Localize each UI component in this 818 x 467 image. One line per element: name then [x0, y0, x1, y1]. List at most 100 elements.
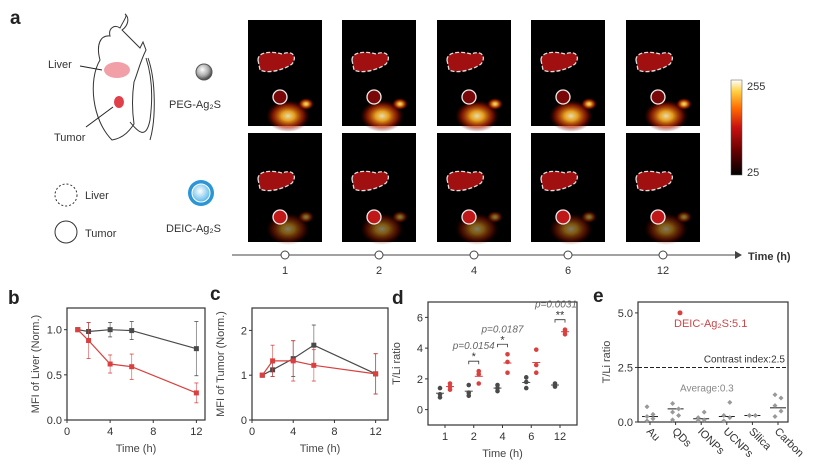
peg-ag2s-particle-icon	[195, 63, 213, 81]
panel-label-c: c	[210, 284, 221, 305]
legend-liver-label: Liver	[85, 190, 109, 202]
data-point-deic	[290, 358, 296, 364]
y-tick-label: 6	[417, 312, 423, 324]
time-point-label: 4	[471, 265, 477, 277]
data-point-peg	[466, 390, 472, 396]
data-point-deic	[86, 338, 92, 344]
tumor-region	[114, 96, 124, 108]
liver-outline	[635, 51, 674, 73]
data-point-deic	[75, 327, 81, 333]
data-point	[670, 400, 676, 406]
liver-legend-dashed-circle-icon	[54, 183, 78, 207]
x-tick-label: IONPs	[695, 426, 727, 458]
fluorescence-image-t6-peg	[531, 20, 605, 132]
tumor-outline	[461, 209, 477, 225]
liver-outline	[351, 170, 390, 192]
time-point-label: 2	[376, 265, 382, 277]
fluorescence-image-t6-deic	[531, 133, 605, 245]
data-point	[721, 412, 727, 418]
plot-frame	[251, 307, 389, 421]
data-point-deic	[505, 359, 510, 365]
x-tick-label: QDs	[669, 426, 693, 450]
liver-outline	[257, 170, 296, 192]
contrast-index-label: Contrast index:2.5	[704, 354, 786, 365]
hotspot	[298, 211, 314, 223]
time-point-marker	[658, 250, 668, 260]
y-tick-label: 2.5	[618, 362, 633, 374]
data-point-peg	[466, 382, 472, 388]
time-point-label: 6	[565, 265, 571, 277]
colorbar-min-label: 25	[747, 167, 759, 179]
hotspot	[581, 98, 597, 110]
y-tick-label: 0.5	[47, 370, 62, 382]
hotspot	[266, 100, 310, 132]
panel-label-b: b	[8, 288, 20, 309]
data-point	[670, 409, 676, 415]
fluorescence-image-t1-peg	[248, 20, 322, 132]
data-point	[746, 412, 752, 418]
hotspot	[392, 98, 408, 110]
data-point-deic	[129, 364, 135, 370]
data-point	[721, 418, 727, 424]
x-axis-label: Time (h)	[116, 443, 157, 455]
colorbar-max-label: 255	[747, 81, 765, 93]
p-value-label: p=0.0154	[452, 341, 495, 352]
data-point	[695, 418, 701, 424]
data-point-peg	[437, 391, 443, 397]
fluorescence-image-t12-peg	[626, 20, 700, 132]
colorbar	[730, 79, 743, 176]
hotspot	[455, 100, 499, 132]
hotspot	[360, 100, 404, 132]
data-point-deic	[107, 361, 113, 367]
tumor-outline	[272, 89, 288, 105]
plot-frame	[637, 301, 789, 423]
hotspot	[549, 100, 593, 132]
data-point	[701, 409, 707, 415]
tumor-outline	[366, 89, 382, 105]
data-point-peg	[523, 379, 529, 385]
data-point-deic	[533, 370, 539, 376]
x-tick-label: 2	[471, 431, 477, 443]
hotspot	[581, 211, 597, 223]
x-tick-label: 1	[442, 431, 448, 443]
hotspot	[676, 98, 692, 110]
tumor-outline	[555, 209, 571, 225]
y-tick-label: 0	[417, 405, 423, 417]
y-axis-label: T/Li ratio	[601, 341, 613, 384]
series-line-deic	[77, 329, 197, 394]
data-point-deic	[270, 358, 276, 364]
deic-ag2s-label: DEIC-Ag₂S	[166, 223, 221, 235]
x-axis-label: Time (h)	[300, 443, 341, 455]
series-line-peg	[262, 344, 376, 376]
data-point-peg	[437, 385, 443, 391]
p-value-label: p=0.0187	[481, 324, 524, 335]
data-point-peg	[311, 342, 317, 348]
liver-outline	[540, 170, 579, 192]
mouse-liver-label: Liver	[48, 59, 72, 71]
liver-outline	[540, 51, 579, 73]
y-tick-label: 2	[241, 325, 247, 337]
hotspot	[298, 98, 314, 110]
x-tick-label: 4	[290, 426, 296, 438]
fluorescence-image-t2-peg	[342, 20, 416, 132]
time-axis-arrow-icon	[735, 251, 742, 259]
y-tick-label: 2	[417, 374, 423, 386]
data-point-peg	[552, 381, 558, 386]
x-tick-label: Au	[644, 426, 662, 444]
liver-outline	[351, 51, 390, 73]
mouse-tumor-label: Tumor	[54, 132, 86, 144]
significance-stars: **	[556, 310, 565, 322]
fluorescence-image-t4-peg	[437, 20, 511, 132]
data-point-peg	[523, 385, 529, 391]
significance-stars: *	[500, 334, 505, 346]
average-label: Average:0.3	[680, 383, 734, 394]
data-point-deic	[533, 362, 539, 368]
hotspot	[644, 100, 688, 132]
data-point-deic	[447, 381, 453, 386]
liver-outline	[635, 170, 674, 192]
data-point-deic	[476, 381, 482, 386]
time-axis-label: Time (h)	[748, 251, 791, 263]
hotspot	[676, 211, 692, 223]
time-point-marker	[469, 250, 479, 260]
fluorescence-image-t2-deic	[342, 133, 416, 245]
